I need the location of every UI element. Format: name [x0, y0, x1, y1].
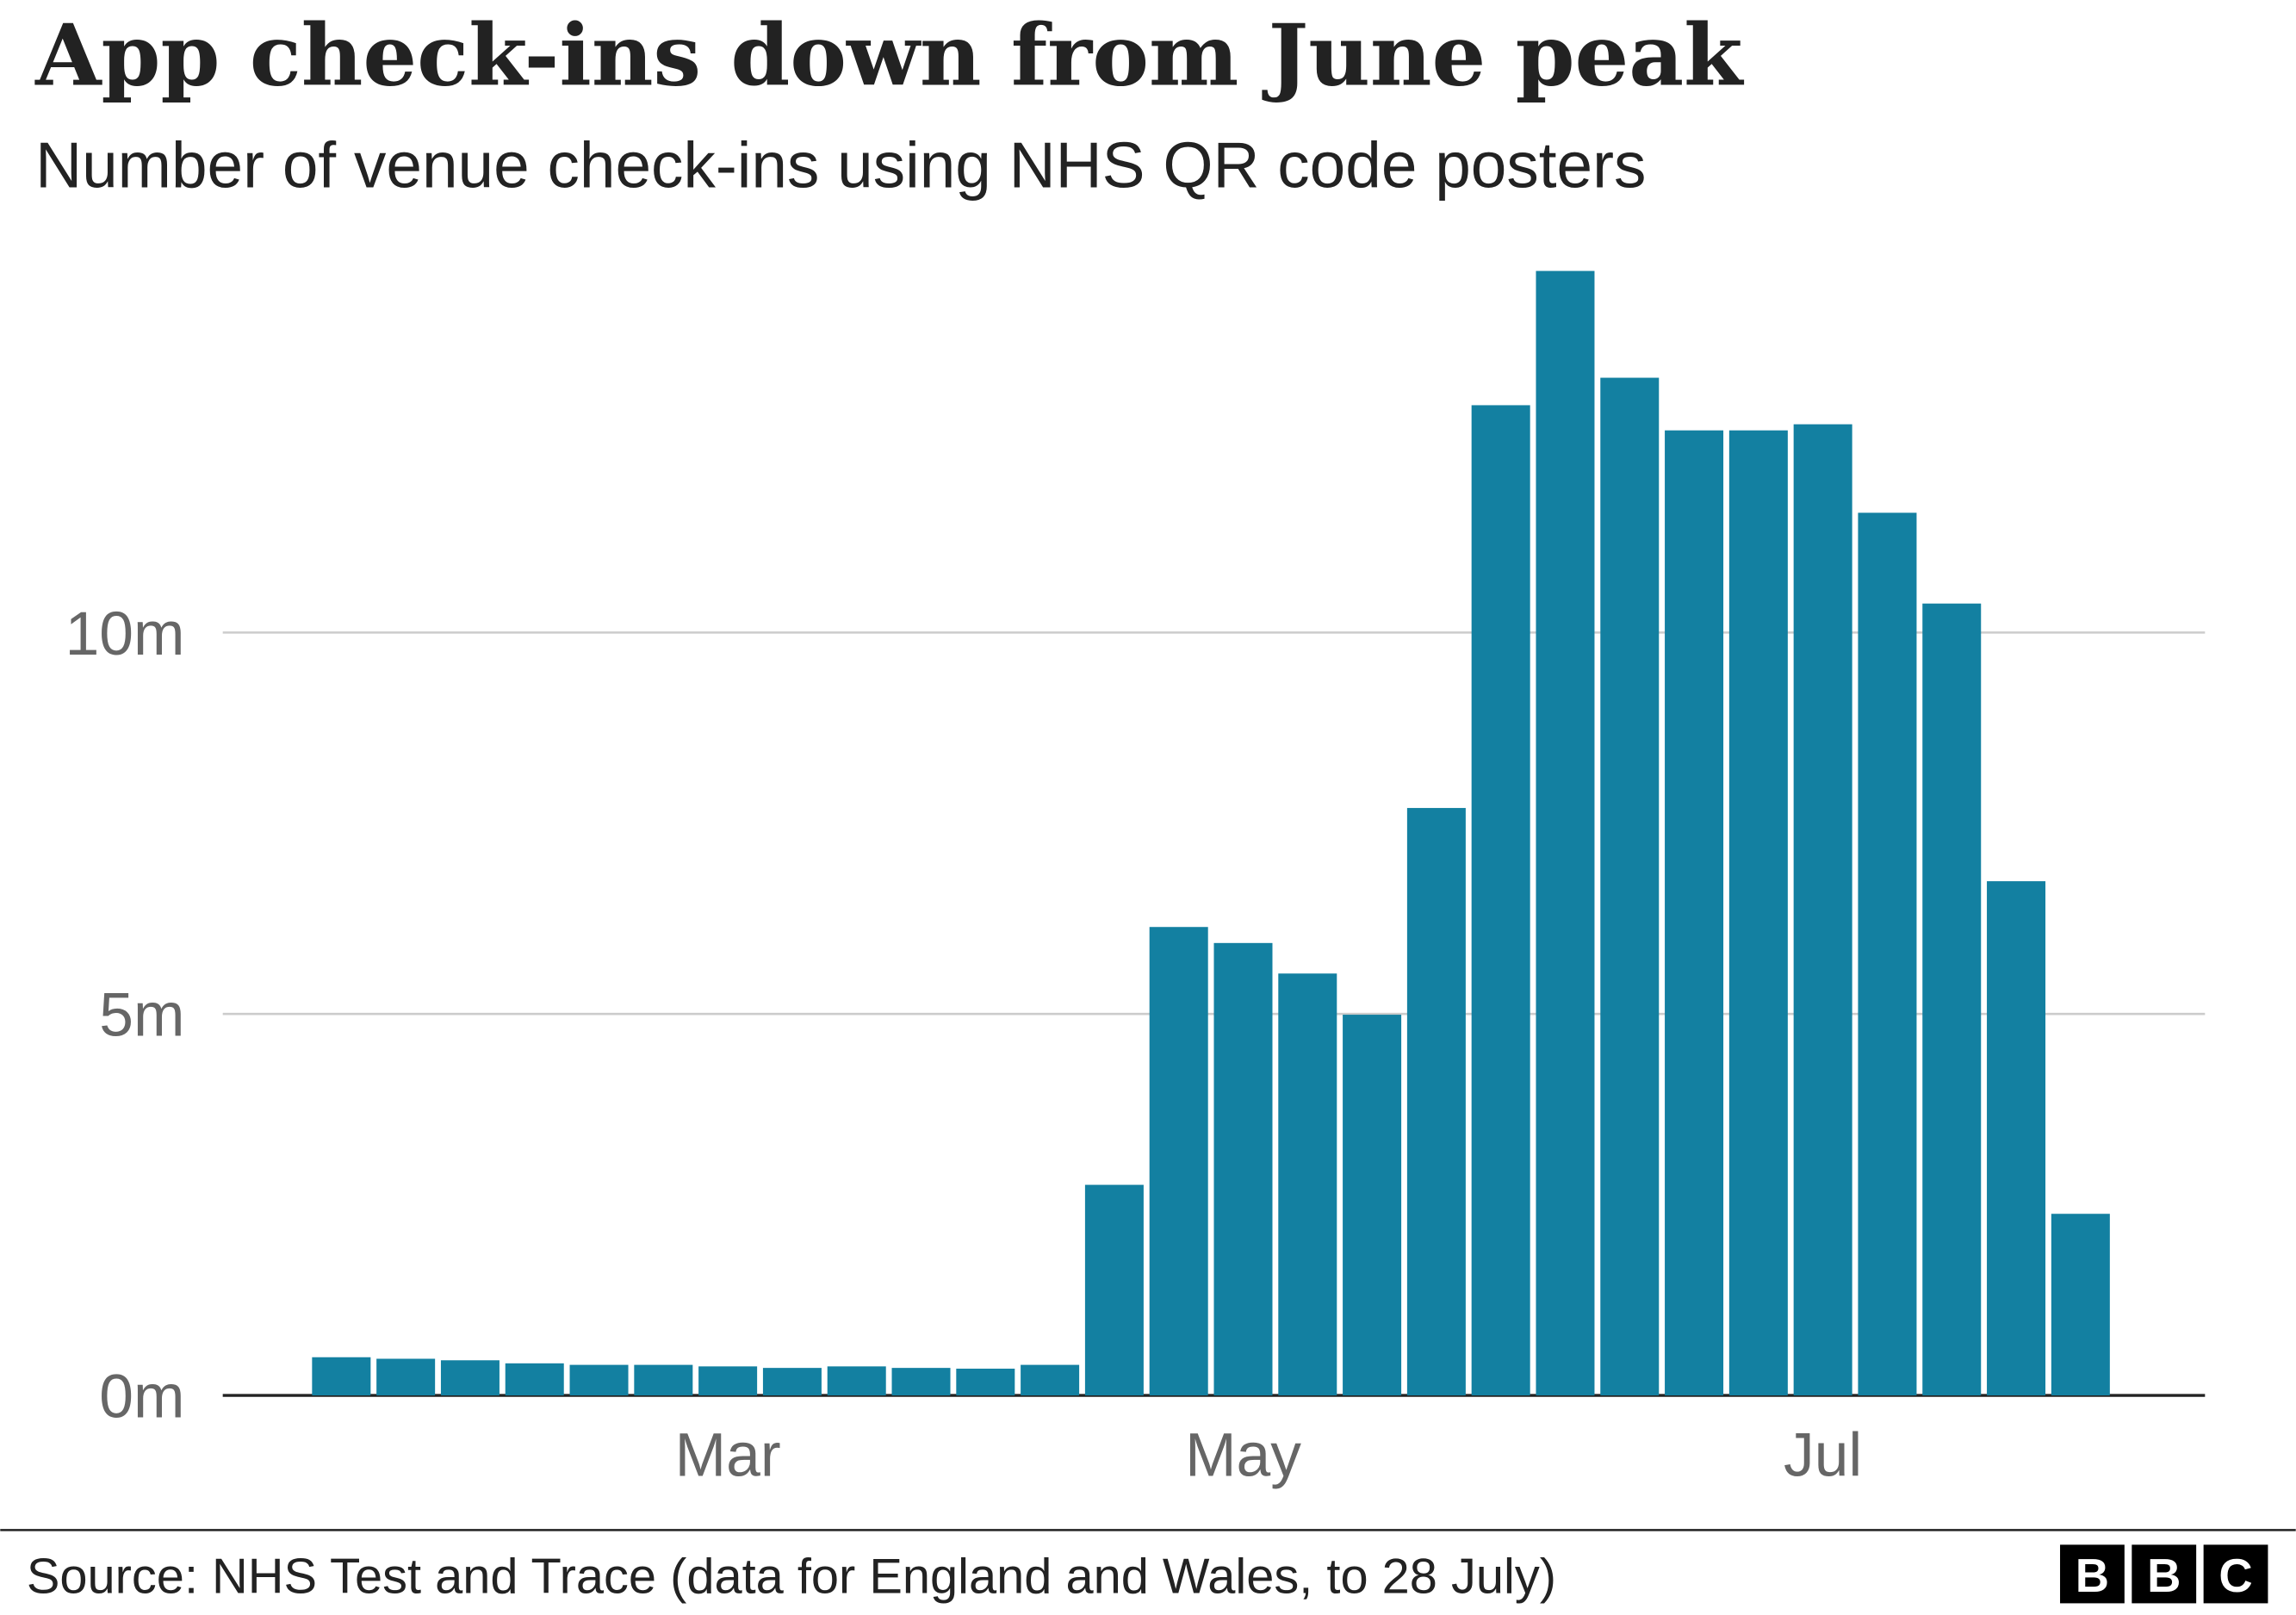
bar	[1665, 430, 1724, 1396]
bar	[1278, 973, 1337, 1396]
bar	[569, 1364, 629, 1396]
bar	[956, 1369, 1015, 1396]
bar	[1406, 808, 1466, 1396]
bar	[1536, 270, 1595, 1396]
logo-box	[2060, 1544, 2125, 1604]
bar	[1471, 405, 1530, 1396]
logo-box	[2132, 1544, 2197, 1604]
bar	[1213, 942, 1273, 1396]
bar	[2051, 1214, 2110, 1396]
bar	[1084, 1184, 1144, 1396]
bar	[440, 1360, 500, 1396]
bar	[1343, 1015, 1402, 1396]
logo-letter: C	[2218, 1550, 2252, 1602]
x-tick-label: Jul	[1784, 1421, 1862, 1490]
logo-box	[2203, 1544, 2268, 1604]
bar	[827, 1366, 886, 1396]
x-tick-label: Mar	[675, 1421, 781, 1490]
bar	[1600, 377, 1660, 1396]
logo-letter: B	[2147, 1550, 2181, 1602]
bar	[762, 1368, 822, 1396]
bar	[505, 1363, 564, 1396]
bar	[1149, 927, 1208, 1396]
chart-title: App check-ins down from June peak	[34, 6, 1744, 106]
bar	[1793, 424, 1852, 1396]
bar	[1858, 512, 1917, 1396]
bar	[698, 1366, 758, 1396]
bar	[634, 1364, 693, 1396]
x-tick-label: May	[1185, 1421, 1301, 1490]
y-tick-label: 0m	[99, 1363, 184, 1432]
bar	[312, 1357, 371, 1396]
bar	[1021, 1364, 1080, 1396]
y-tick-label: 5m	[99, 981, 184, 1050]
source: Source: NHS Test and Trace (data for Eng…	[27, 1550, 1556, 1605]
logo-letter: B	[2076, 1550, 2109, 1602]
bar	[1987, 881, 2046, 1396]
chart-subtitle: Number of venue check-ins using NHS QR c…	[35, 129, 1646, 202]
bar	[1728, 430, 1788, 1396]
bar	[376, 1358, 436, 1396]
bar	[891, 1368, 951, 1396]
y-tick-label: 10m	[65, 599, 185, 668]
bar	[1922, 603, 1982, 1396]
